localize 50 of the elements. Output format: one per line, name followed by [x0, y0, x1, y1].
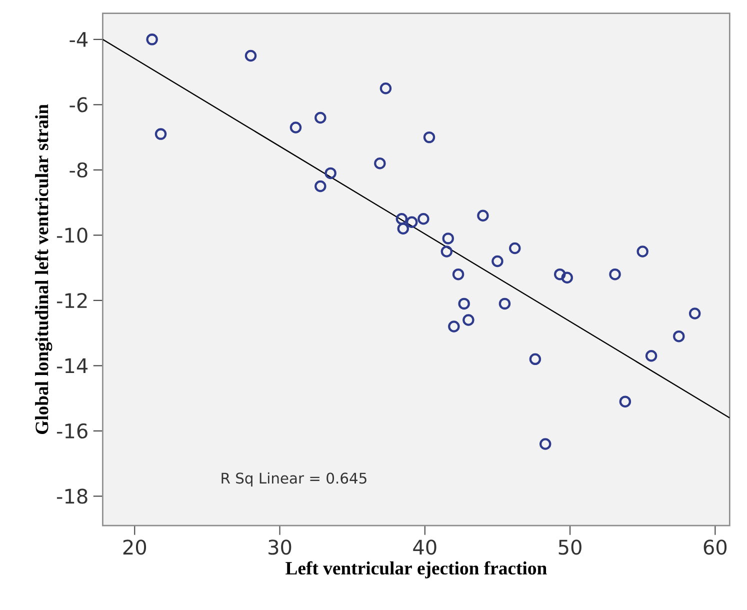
point: [539, 438, 552, 450]
point: [673, 330, 685, 342]
point: [406, 216, 418, 228]
y-tick-label: -16: [56, 424, 88, 439]
point: [154, 128, 167, 140]
point: [498, 298, 511, 310]
point: [423, 132, 436, 144]
y-tick-label: -4: [70, 32, 88, 47]
point: [380, 82, 392, 94]
point: [418, 213, 430, 225]
x-tick-label: 60: [704, 540, 727, 555]
y-tick-label: -14: [56, 358, 88, 374]
point: [244, 50, 257, 62]
y-axis-title: Global longitudinal left ventricular strain: [34, 104, 52, 434]
point: [636, 246, 648, 258]
x-tick-label: 30: [268, 540, 292, 555]
point: [290, 122, 302, 134]
point: [492, 256, 504, 268]
point: [374, 158, 386, 170]
point: [397, 222, 409, 235]
point: [609, 268, 621, 280]
point: [619, 396, 632, 408]
point: [688, 308, 701, 320]
y-tick-label: -6: [70, 97, 88, 112]
point: [440, 246, 453, 258]
x-tick-label: 50: [558, 540, 582, 555]
point: [529, 353, 542, 366]
annotation: R Sq Linear = 0.645: [222, 472, 366, 487]
point: [645, 350, 658, 362]
point: [462, 314, 474, 326]
point: [554, 268, 566, 280]
point: [314, 180, 326, 192]
x-axis-title: Left ventricular ejection fraction: [286, 561, 547, 579]
y-tick-label: -18: [56, 488, 88, 504]
point: [448, 320, 460, 333]
point: [314, 112, 326, 124]
point: [442, 232, 454, 245]
point: [324, 168, 336, 180]
point: [452, 268, 464, 280]
x-tick-label: 20: [123, 540, 146, 555]
y-tick-label: -10: [56, 228, 88, 243]
y-tick-label: -12: [56, 293, 87, 308]
point: [561, 272, 573, 284]
point: [146, 34, 158, 46]
point: [458, 298, 470, 310]
point: [396, 213, 408, 225]
y-tick-label: -8: [70, 162, 88, 178]
x-tick-label: 40: [413, 540, 436, 555]
point: [477, 210, 489, 222]
point: [509, 242, 521, 254]
